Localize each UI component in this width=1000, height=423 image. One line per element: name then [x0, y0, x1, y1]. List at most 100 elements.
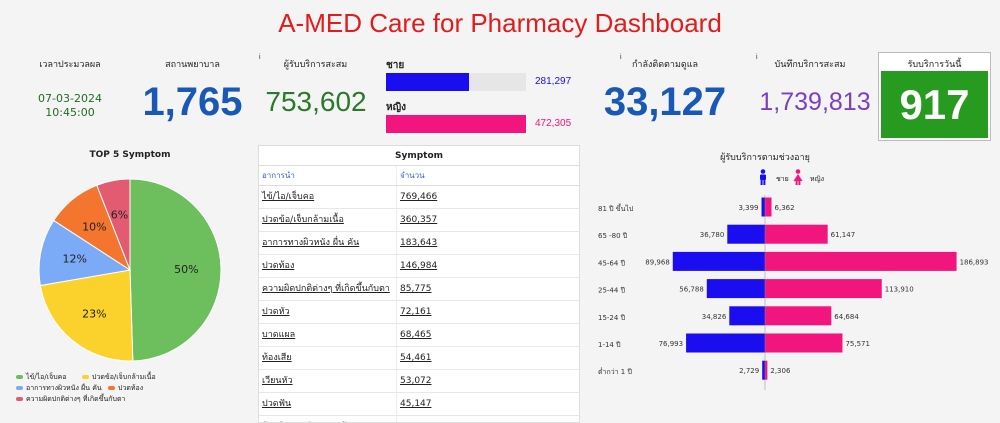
- female-value-label: 75,571: [845, 340, 870, 348]
- symptom-name[interactable]: ความผิดปกติต่างๆ ที่เกิดขึ้นกับตา: [262, 284, 390, 294]
- male-person-icon: [760, 169, 766, 185]
- symptom-count[interactable]: 85,775: [396, 278, 576, 300]
- records-count: 1,739,813: [759, 88, 871, 116]
- table-row[interactable]: ท้องเสีย 54,461: [259, 347, 579, 370]
- table-row[interactable]: เวียนหัว 53,072: [259, 370, 579, 393]
- age-category-label: 81 ปี ขึ้นไป: [598, 202, 634, 213]
- info-icon[interactable]: i: [620, 54, 622, 61]
- symptom-count[interactable]: 45,147: [396, 393, 576, 415]
- symptom-count[interactable]: 769,466: [396, 186, 576, 208]
- pie-legend: ไข้/ไอ/เจ็บคอ ปวดข้อ/เจ็บกล้ามเนื้ออาการท…: [16, 372, 246, 417]
- legend-item[interactable]: ปวดท้อง: [108, 383, 143, 394]
- today-label: รับบริการวันนี้: [907, 60, 962, 70]
- age-category-label: 15-24 ปี: [598, 314, 626, 322]
- age-pyramid-chart: 81 ปี ขึ้นไป 3,399 6,362 65 -80 ปี 36,780 61,…: [598, 195, 989, 390]
- info-icon[interactable]: i: [259, 54, 261, 61]
- female-value-label: 113,910: [885, 286, 914, 294]
- table-row[interactable]: ปวดท้อง 146,984: [259, 255, 579, 278]
- male-value-label: 3,399: [738, 204, 758, 212]
- male-value-label: 56,788: [679, 286, 704, 294]
- pie-slice: [96, 178, 131, 271]
- table-row[interactable]: ไข้/ไอ/เจ็บคอ 769,466: [259, 186, 579, 209]
- records-label: บันทึกบริการสะสม: [774, 60, 846, 70]
- female-value-label: 61,147: [831, 231, 856, 239]
- processed-date: 07-03-2024: [38, 92, 102, 105]
- processed-time: 10:45:00: [45, 106, 95, 119]
- legend-item[interactable]: อาการทางผิวหนัง ผื่น คัน: [16, 383, 102, 394]
- female-value-label: 2,306: [770, 367, 791, 375]
- symptom-count[interactable]: 360,357: [396, 209, 576, 231]
- symptom-name[interactable]: ไข้/ไอ/เจ็บคอ: [262, 192, 315, 202]
- pie-slice: [38, 219, 132, 287]
- female-count: 472,305: [535, 118, 572, 129]
- table-row[interactable]: ปวดข้อ/เจ็บกล้ามเนื้อ 360,357: [259, 209, 579, 232]
- female-age-bar: [765, 306, 832, 326]
- following-count: 33,127: [603, 80, 727, 124]
- legend-label: อาการทางผิวหนัง ผื่น คัน: [26, 384, 102, 392]
- legend-swatch: [16, 375, 23, 379]
- symptom-count[interactable]: 146,984: [396, 255, 576, 277]
- symptom-name[interactable]: ปวดข้อ/เจ็บกล้ามเนื้อ: [262, 215, 344, 225]
- age-category-label: 25-44 ปี: [598, 287, 626, 295]
- pie-slice-label: 50%: [174, 263, 198, 276]
- table-row[interactable]: ปวดหัว 72,161: [259, 301, 579, 324]
- users-count: 753,602: [265, 86, 367, 117]
- symptom-name[interactable]: ปวดท้อง: [262, 261, 295, 271]
- symptom-name[interactable]: เวียนหัว: [262, 376, 293, 386]
- legend-swatch: [82, 375, 89, 379]
- column-header-symptom[interactable]: อาการนำ: [262, 171, 295, 180]
- symptom-table: Symptom อาการนำ จำนวน ไข้/ไอ/เจ็บคอ 769,4…: [258, 145, 580, 423]
- legend-label: ปวดข้อ/เจ็บกล้ามเนื้อ: [92, 373, 156, 381]
- symptom-count[interactable]: 72,161: [396, 301, 576, 323]
- info-icon[interactable]: i: [756, 54, 758, 61]
- symptom-name[interactable]: ท้องอืด/จุกเสียดแน่นท้อง: [259, 416, 396, 422]
- female-age-bar: [765, 197, 772, 217]
- legend-item[interactable]: ปวดข้อ/เจ็บกล้ามเนื้อ: [82, 372, 156, 383]
- male-age-bar: [762, 360, 765, 380]
- symptom-count[interactable]: 53,072: [396, 370, 576, 392]
- male-value-label: 36,780: [700, 231, 725, 239]
- female-age-bar: [765, 279, 882, 299]
- symptom-name[interactable]: ท้องเสีย: [262, 353, 292, 363]
- pie-slice-label: 6%: [111, 209, 128, 222]
- legend-label: ความผิดปกติต่างๆ ที่เกิดขึ้นกับตา: [26, 395, 126, 403]
- legend-item[interactable]: ไข้/ไอ/เจ็บคอ: [16, 372, 67, 383]
- symptom-name[interactable]: ปวดฟัน: [262, 399, 292, 409]
- table-row[interactable]: ความผิดปกติต่างๆ ที่เกิดขึ้นกับตา 85,775: [259, 278, 579, 301]
- symptom-count[interactable]: 183,643: [396, 232, 576, 254]
- table-row[interactable]: อาการทางผิวหนัง ผื่น คัน 183,643: [259, 232, 579, 255]
- following-label: กำลังติดตามดูแล: [631, 60, 699, 70]
- age-category-label: 65 -80 ปี: [598, 232, 628, 240]
- table-row[interactable]: ท้องอืด/จุกเสียดแน่นท้อง32,032: [259, 416, 579, 422]
- page-title: A-MED Care for Pharmacy Dashboard: [278, 8, 722, 38]
- symptom-name[interactable]: อาการทางผิวหนัง ผื่น คัน: [262, 238, 360, 248]
- symptom-name[interactable]: ปวดหัว: [262, 307, 290, 317]
- pie-slice: [39, 269, 134, 362]
- processed-time-label: เวลาประมวลผล: [39, 60, 101, 70]
- today-count: 917: [881, 71, 988, 138]
- processed-datetime: 07-03-2024 10:45:00: [20, 92, 120, 120]
- age-category-label: 1-14 ปี: [598, 341, 621, 349]
- male-bar-track: [386, 73, 526, 91]
- table-row[interactable]: บาดแผล 68,465: [259, 324, 579, 347]
- legend-swatch: [16, 386, 23, 390]
- pie-slice-label: 12%: [63, 253, 87, 266]
- male-age-bar: [729, 306, 765, 326]
- table-header: อาการนำ จำนวน: [259, 166, 579, 186]
- male-value-label: 89,968: [645, 258, 670, 266]
- pharmacy-count: 1,765: [142, 80, 243, 124]
- pie-slice-label: 10%: [82, 220, 106, 233]
- female-age-bar: [765, 333, 843, 353]
- symptom-count[interactable]: 68,465: [396, 324, 576, 346]
- male-value-label: 2,729: [739, 367, 759, 375]
- symptom-count[interactable]: 54,461: [396, 347, 576, 369]
- age-category-label: ต่ำกว่า 1 ปี: [598, 367, 632, 376]
- legend-item[interactable]: ความผิดปกติต่างๆ ที่เกิดขึ้นกับตา: [16, 394, 125, 405]
- symptom-name[interactable]: บาดแผล: [262, 330, 296, 340]
- pie-chart: 50% 23% 12% 10% 6%: [38, 178, 222, 362]
- symptom-count[interactable]: 32,032: [396, 416, 576, 422]
- table-row[interactable]: ปวดฟัน 45,147: [259, 393, 579, 416]
- female-bar: [386, 115, 526, 133]
- female-age-bar: [765, 360, 768, 380]
- column-header-count[interactable]: จำนวน: [396, 166, 576, 185]
